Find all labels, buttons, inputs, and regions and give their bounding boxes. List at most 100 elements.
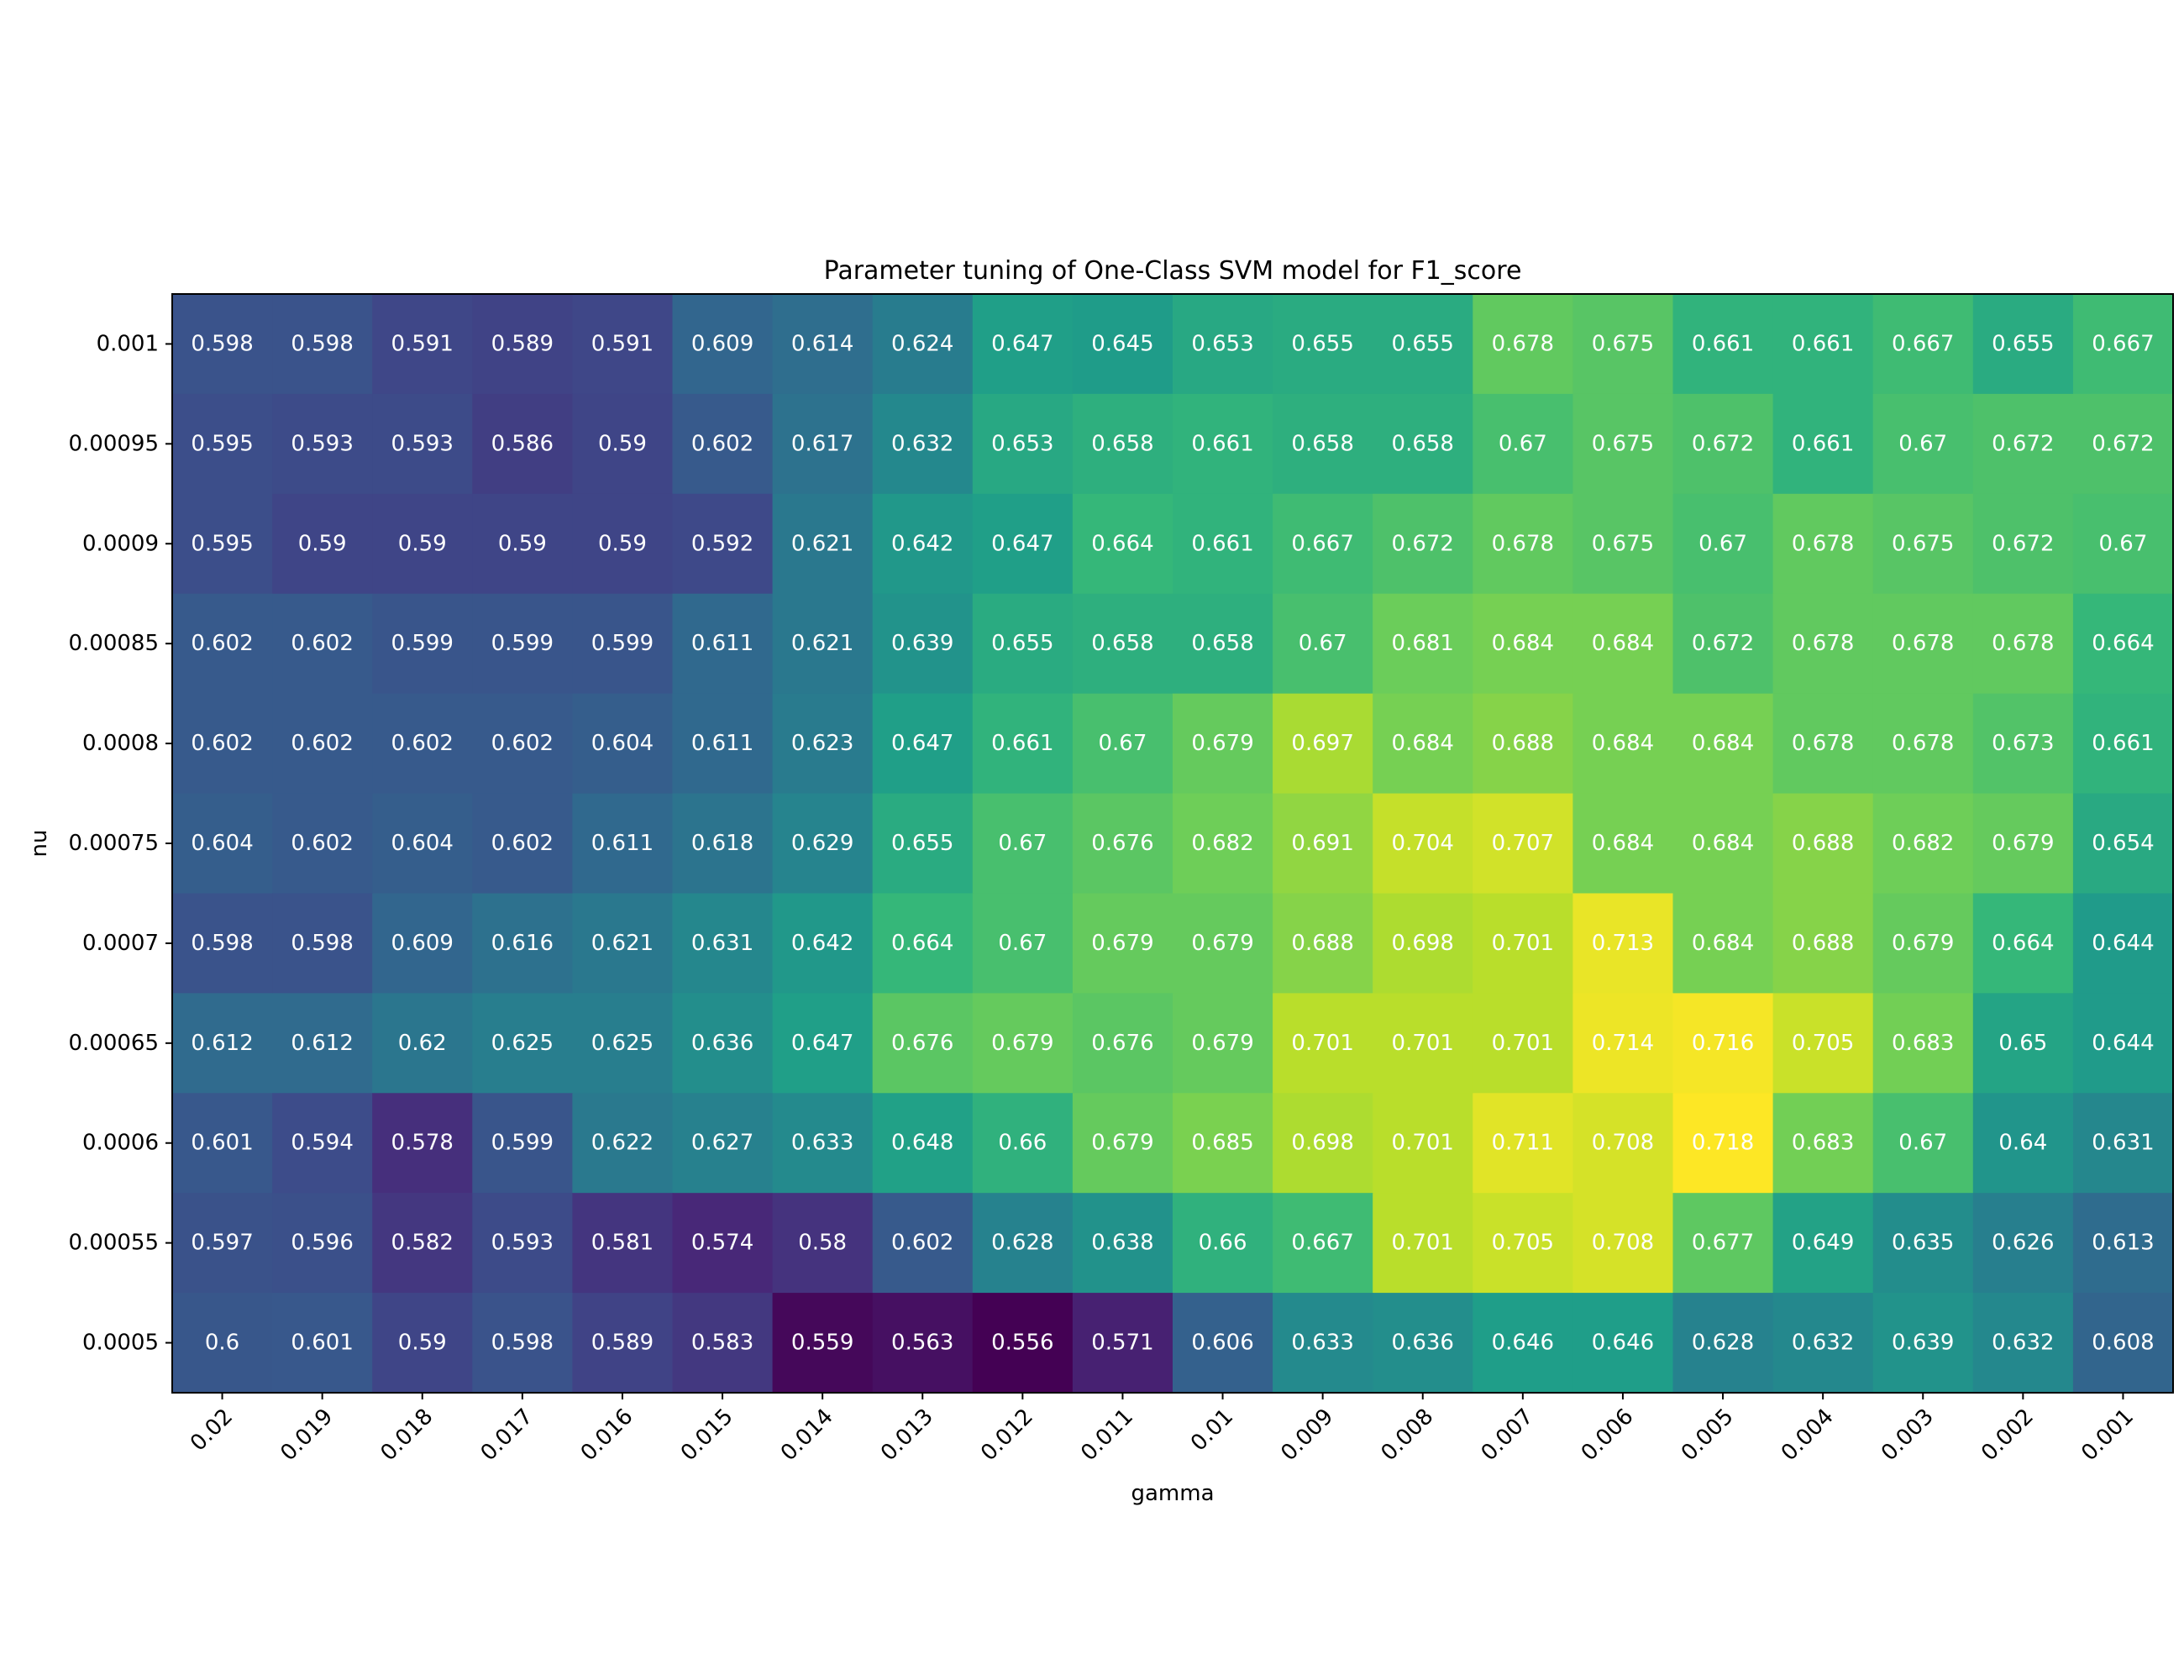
cell-value-label: 0.59: [298, 531, 347, 556]
cell-value-label: 0.678: [1992, 631, 2054, 656]
heatmap-cell: [1273, 893, 1373, 994]
cell-value-label: 0.654: [2092, 831, 2154, 856]
cell-value-label: 0.667: [1291, 531, 1353, 556]
cell-value-label: 0.617: [791, 431, 853, 456]
cell-value-label: 0.559: [791, 1331, 853, 1356]
cell-value-labels: 0.598 0.598 0.591 0.589 0.591 0.609 0.614 0.624…: [191, 331, 2154, 1355]
cell-value-label: 0.602: [891, 1231, 953, 1256]
x-tick-label: 0.01: [1186, 1404, 1238, 1456]
cell-value-label: 0.642: [791, 931, 853, 956]
heatmap-cell: [1772, 1193, 1874, 1294]
heatmap-cell: [172, 493, 273, 595]
heatmap-cell: [572, 1193, 674, 1294]
cell-value-label: 0.688: [1291, 931, 1353, 956]
heatmap-cell: [1872, 1293, 1974, 1394]
heatmap-cell: [1273, 1293, 1373, 1394]
heatmap-cell: [1972, 793, 2074, 895]
heatmap-cell: [672, 693, 774, 795]
heatmap-cell: [1772, 793, 1874, 895]
heatmap-cell: [1972, 593, 2074, 695]
heatmap-cell: [1572, 693, 1674, 795]
heatmap-cell: [172, 993, 273, 1094]
cell-value-label: 0.658: [1091, 631, 1153, 656]
heatmap-cell: [372, 1093, 473, 1194]
x-tick-label: 0.008: [1377, 1404, 1439, 1466]
heatmap-cell: [272, 1293, 373, 1394]
cell-value-label: 0.602: [491, 731, 554, 756]
cell-value-label: 0.593: [391, 431, 454, 456]
heatmap-cell: [1173, 993, 1273, 1094]
heatmap-cell: [372, 593, 473, 695]
cell-value-label: 0.647: [791, 1031, 853, 1056]
cell-value-label: 0.688: [1492, 731, 1554, 756]
cell-value-label: 0.633: [1291, 1331, 1353, 1356]
cell-value-label: 0.676: [1091, 1031, 1153, 1056]
heatmap-cell: [572, 993, 674, 1094]
cell-value-label: 0.583: [691, 1331, 753, 1356]
x-tick-label: 0.011: [1076, 1404, 1138, 1466]
heatmap-cell: [1473, 1193, 1573, 1294]
heatmap-cell: [1473, 893, 1573, 994]
heatmap-cell: [1273, 793, 1373, 895]
cell-value-label: 0.684: [1692, 831, 1754, 856]
cell-value-label: 0.667: [1892, 331, 1954, 356]
heatmap-cell: [1772, 993, 1874, 1094]
heatmap-cell: [272, 993, 373, 1094]
cell-value-label: 0.673: [1992, 731, 2054, 756]
cell-value-label: 0.658: [1091, 431, 1153, 456]
heatmap-cell: [1672, 1093, 1774, 1194]
cell-value-label: 0.639: [1892, 1331, 1954, 1356]
heatmap-cell: [1273, 294, 1373, 395]
cell-value-label: 0.661: [1692, 331, 1754, 356]
cell-value-label: 0.678: [1792, 531, 1854, 556]
cell-value-label: 0.655: [1392, 331, 1454, 356]
cell-value-label: 0.676: [891, 1031, 953, 1056]
cell-value-label: 0.675: [1592, 331, 1654, 356]
cell-value-label: 0.644: [2092, 931, 2154, 956]
cell-value-label: 0.679: [1992, 831, 2054, 856]
cell-value-label: 0.648: [891, 1131, 953, 1156]
cell-value-label: 0.675: [1592, 531, 1654, 556]
cell-value-label: 0.664: [891, 931, 953, 956]
heatmap-cell: [1772, 1293, 1874, 1394]
cell-value-label: 0.653: [1191, 331, 1253, 356]
cell-value-label: 0.684: [1392, 731, 1454, 756]
cell-value-label: 0.636: [1392, 1331, 1454, 1356]
cell-value-label: 0.604: [391, 831, 454, 856]
heatmap-cell: [172, 294, 273, 395]
cell-value-label: 0.678: [1492, 331, 1554, 356]
x-tick-label: 0.006: [1577, 1404, 1639, 1466]
cell-value-label: 0.672: [1992, 531, 2054, 556]
heatmap-cell: [1072, 693, 1173, 795]
heatmap-cell: [1572, 893, 1674, 994]
heatmap-cell: [172, 793, 273, 895]
heatmap-cell: [472, 1193, 573, 1294]
heatmap-cell: [972, 593, 1074, 695]
cell-value-label: 0.598: [191, 331, 253, 356]
heatmap-cell: [672, 1093, 774, 1194]
heatmap-cell: [1473, 493, 1573, 595]
heatmap-cell: [572, 1293, 674, 1394]
cell-value-label: 0.602: [691, 431, 753, 456]
cell-value-label: 0.683: [1892, 1031, 1954, 1056]
cell-value-label: 0.591: [591, 331, 654, 356]
heatmap-cell: [572, 893, 674, 994]
heatmap-cell: [1572, 1293, 1674, 1394]
heatmap-cell: [272, 793, 373, 895]
heatmap-cell: [672, 493, 774, 595]
cell-value-label: 0.638: [1091, 1231, 1153, 1256]
heatmap-cell: [2072, 1293, 2174, 1394]
heatmap-cell: [172, 893, 273, 994]
heatmap-cell: [1972, 1293, 2074, 1394]
x-tick-label: 0.019: [276, 1404, 338, 1466]
cell-value-label: 0.67: [2099, 531, 2148, 556]
heatmap-cell: [1572, 1193, 1674, 1294]
cell-value-label: 0.677: [1692, 1231, 1754, 1256]
cell-value-label: 0.633: [791, 1131, 853, 1156]
cell-value-label: 0.708: [1592, 1231, 1654, 1256]
heatmap-cell: [2072, 393, 2174, 495]
cell-value-label: 0.602: [291, 831, 353, 856]
heatmap-cell: [1672, 793, 1774, 895]
cell-value-label: 0.718: [1692, 1131, 1754, 1156]
heatmap-cell: [1872, 793, 1974, 895]
